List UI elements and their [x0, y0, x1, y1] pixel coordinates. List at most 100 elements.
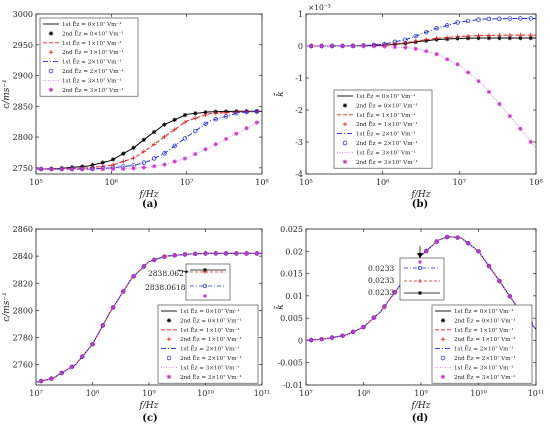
star-marker [49, 166, 54, 172]
star-marker [497, 35, 502, 41]
legend-entry: 2nd Ēz = 2×10⁷ Vm⁻¹ [180, 355, 242, 362]
y-tick-label: 0.01 [285, 292, 303, 301]
circle-marker [497, 16, 502, 21]
inset-box [399, 257, 445, 301]
star-marker [418, 291, 422, 295]
y-tick-label: 1 [298, 10, 303, 19]
circle-marker [244, 109, 249, 115]
series-group [306, 16, 536, 149]
star-marker [203, 110, 208, 115]
legend-entry: 1st Ēz = 0×10⁷ Vm⁻¹ [62, 21, 122, 28]
inset-c: 2838.062 2838.0618 [145, 263, 231, 301]
plus-marker [507, 32, 513, 38]
x-tick-label: 10⁵ [299, 178, 312, 187]
panel-caption: (c) [142, 413, 158, 424]
y-tick-label: 0.02 [285, 247, 303, 256]
circle-marker [172, 143, 177, 149]
circle-marker [486, 16, 492, 22]
star-marker [440, 318, 446, 323]
star-marker [193, 111, 198, 116]
plus-marker [418, 279, 422, 283]
series-group [36, 251, 262, 384]
star-marker [392, 44, 398, 50]
legend-entry: 2nd Ēz = 1×10⁷ Vm⁻¹ [180, 336, 242, 343]
star-marker [121, 166, 126, 171]
star-marker [131, 166, 136, 171]
series-group [36, 109, 262, 172]
x-tick-label: 10⁷ [29, 389, 42, 398]
star-marker [131, 145, 136, 150]
y-tick-label: 0.005 [280, 314, 303, 323]
legend-entry: 2nd Ēz = 3×10⁷ Vm⁻¹ [356, 159, 418, 166]
star-marker [518, 35, 523, 41]
plus-marker [444, 35, 450, 40]
plus-marker [151, 142, 157, 147]
x-tick-label: 10⁸ [255, 178, 268, 187]
y-tick-label: 2760 [13, 361, 33, 370]
star-marker [141, 165, 147, 170]
star-marker [141, 137, 147, 142]
legend-entry: 1st Ēz = 2×10⁷ Vm⁻¹ [180, 346, 240, 353]
x-tick-label: 10⁷ [299, 389, 312, 398]
star-marker [507, 294, 513, 299]
star-marker [309, 43, 314, 49]
arrow-head [417, 253, 423, 258]
star-marker [223, 136, 229, 142]
y-tick-label: 0.015 [280, 270, 303, 279]
star-marker [319, 337, 324, 342]
star-marker [80, 166, 85, 172]
plus-marker [424, 37, 429, 42]
series-line-6 [36, 252, 262, 383]
star-marker [151, 257, 157, 263]
star-marker [424, 48, 429, 54]
star-marker [382, 44, 387, 49]
star-marker [528, 35, 533, 41]
star-marker [319, 43, 324, 49]
x-tick-label: 10¹⁰ [197, 389, 214, 398]
star-marker [162, 254, 167, 259]
star-marker [213, 251, 218, 256]
y-tick-label: -2 [295, 106, 303, 115]
star-marker [162, 122, 167, 127]
circle-marker [342, 140, 348, 146]
star-marker [100, 160, 105, 165]
x-tick-label: 10⁶ [105, 178, 118, 187]
legend-entry: 1st Ēz = 0×10⁷ Vm⁻¹ [180, 308, 240, 315]
annotation-label: 2838.062 [148, 269, 184, 278]
star-marker [424, 248, 429, 254]
star-marker [49, 376, 54, 381]
arrow-head [185, 270, 189, 273]
star-marker [172, 117, 177, 123]
star-marker [486, 35, 492, 41]
star-marker [476, 78, 481, 84]
star-marker [59, 166, 64, 172]
y-tick-label: -0.01 [282, 381, 303, 390]
star-marker [476, 249, 481, 254]
star-marker [48, 31, 54, 36]
star-marker [162, 162, 167, 167]
x-axis-label: f/Hz [139, 401, 159, 411]
x-tick-label: 10⁸ [529, 178, 542, 187]
plus-marker [203, 270, 207, 274]
chart-panel-3: 10⁷ 10⁸ 10⁹ 10¹⁰ 10¹¹ -0.01 -0.005 0 0.005 0.01 0.… [274, 225, 544, 424]
y-tick-label: 2800 [13, 306, 33, 315]
legend-entry: 1st Ēz = 1×10⁷ Vm⁻¹ [62, 40, 122, 47]
series-line-6 [306, 236, 536, 341]
y-tick-label: 3000 [13, 10, 33, 19]
annotation-label: 0.0233 [368, 276, 394, 285]
y-axis-multiplier: ×10⁻³ [308, 3, 331, 12]
legend-entry: 1st Ēz = 1×10⁷ Vm⁻¹ [356, 112, 416, 119]
series-line-4 [36, 110, 262, 170]
star-marker [382, 304, 387, 309]
star-marker [486, 89, 492, 95]
legend-entry: 2nd Ēz = 2×10⁷ Vm⁻¹ [62, 68, 124, 75]
plus-marker [518, 32, 523, 38]
star-marker [507, 113, 513, 119]
annotation-label: 2838.0618 [145, 283, 186, 292]
star-marker [90, 166, 95, 172]
legend-entry: 1st Ēz = 2×10⁷ Vm⁻¹ [62, 59, 122, 66]
star-marker [234, 251, 239, 256]
plus-marker [166, 337, 172, 342]
star-marker [371, 43, 377, 49]
star-marker [465, 241, 471, 246]
